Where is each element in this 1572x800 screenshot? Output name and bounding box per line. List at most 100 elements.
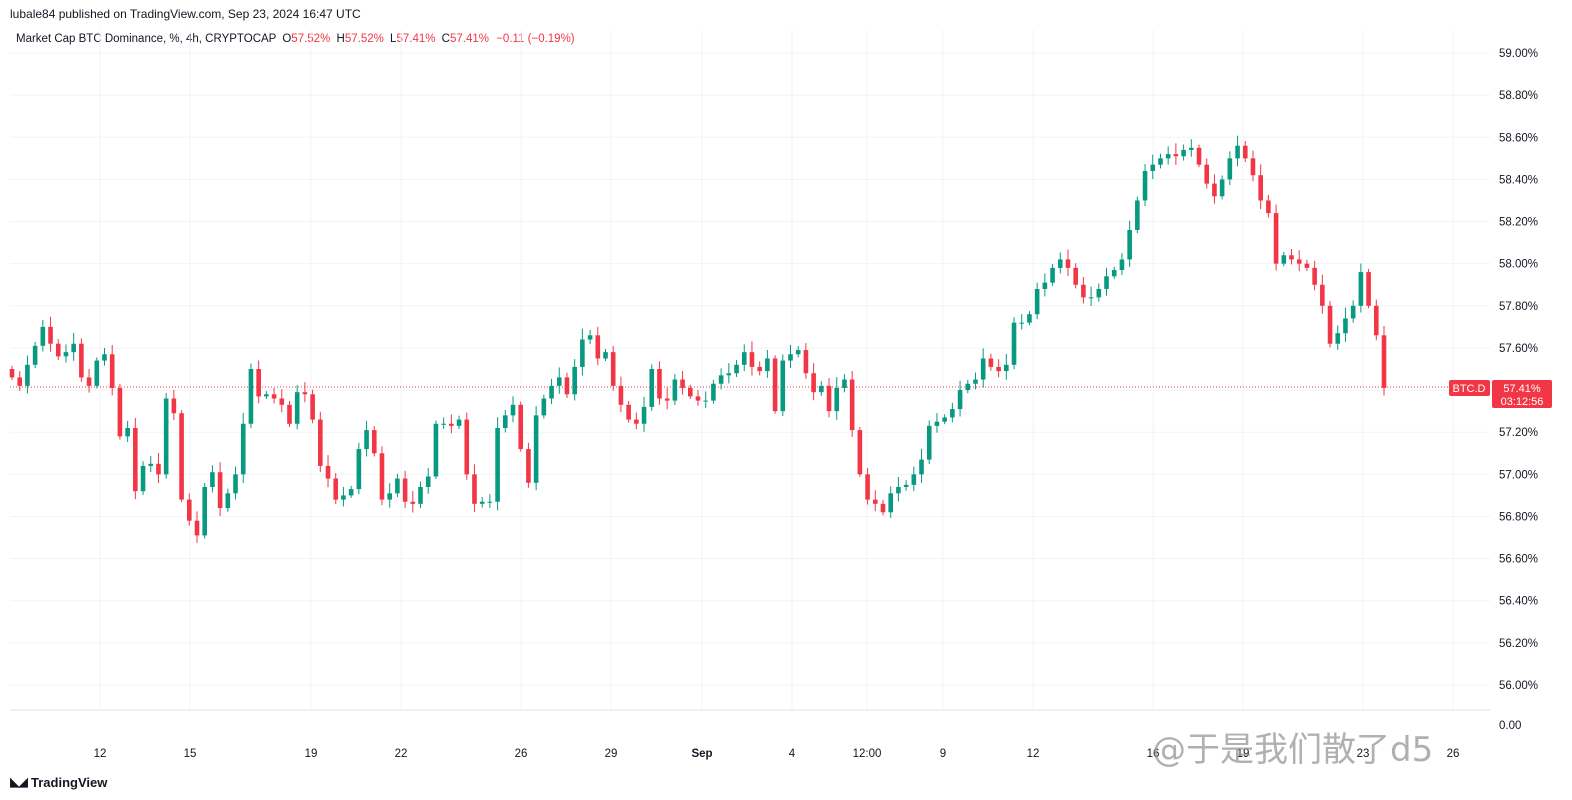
x-tick-label: Sep (691, 748, 712, 760)
candle-body (880, 503, 886, 513)
candle-body (1150, 164, 1156, 171)
candle-body (664, 398, 670, 401)
candle-body (1181, 149, 1186, 157)
candle-body (1204, 164, 1210, 184)
candle-body (1320, 284, 1325, 306)
candles (9, 135, 1387, 543)
candle-body (387, 493, 392, 500)
candle-body (657, 369, 662, 399)
candle-body (264, 394, 269, 397)
candle-body (765, 358, 770, 372)
candle-body (788, 354, 793, 361)
candle-body (487, 501, 493, 503)
candle-body (287, 404, 292, 424)
ohlc-close-label: C (441, 33, 450, 45)
candle-body (348, 489, 354, 496)
candle-body (1366, 272, 1371, 306)
candle-body (356, 449, 362, 490)
candle-body (919, 459, 924, 475)
candle-body (1196, 147, 1202, 165)
x-tick-label: 23 (1357, 748, 1370, 760)
candle-body (1343, 318, 1348, 334)
candle-body (148, 463, 154, 466)
candle-body (1258, 175, 1263, 201)
candle-body (1104, 276, 1109, 289)
y-tick-label: 56.00% (1499, 680, 1538, 692)
candle-body (32, 345, 38, 365)
candle-body (1142, 170, 1148, 201)
candle-body (641, 406, 647, 424)
candle-body (888, 493, 893, 513)
candle-body (25, 364, 30, 386)
candle-body (896, 486, 901, 494)
candle-body (950, 409, 955, 418)
candle-body (634, 419, 639, 424)
candle-body (503, 415, 508, 428)
y-tick-label: 0.00 (1499, 720, 1521, 732)
candle-body (240, 423, 246, 475)
candle-body (1273, 213, 1279, 264)
candle-body (225, 493, 231, 509)
candle-body (325, 465, 331, 479)
candle-body (1165, 154, 1171, 159)
candle-body (672, 379, 678, 401)
candle-body (1127, 229, 1132, 260)
candle-body (819, 385, 824, 393)
candle-body (842, 379, 847, 388)
candle-body (125, 427, 130, 437)
y-tick-label: 58.60% (1499, 132, 1538, 144)
y-tick-label: 58.80% (1499, 90, 1538, 102)
candle-body (556, 377, 562, 386)
candle-body (1088, 297, 1094, 299)
price-tag-value: 57.41% (1503, 383, 1541, 395)
candle-body (595, 335, 601, 359)
candle-body (610, 352, 616, 386)
candle-body (163, 398, 169, 475)
candle-body (79, 343, 84, 378)
ohlc-open-label: O (282, 33, 292, 45)
y-tick-label: 56.20% (1499, 638, 1538, 650)
y-tick-label: 58.00% (1499, 259, 1538, 271)
candle-body (379, 453, 385, 500)
candle-body (649, 369, 655, 407)
tradingview-logo[interactable]: ◣◢ TradingView (10, 774, 107, 790)
candle-body (1381, 335, 1387, 388)
last-price-tag: BTC.D 57.41% 03:12:56 (1449, 380, 1552, 408)
x-tick-label: 19 (305, 748, 318, 760)
candle-body (1034, 288, 1040, 315)
candle-body (795, 350, 801, 355)
candle-body (626, 404, 631, 420)
candle-body (86, 377, 92, 386)
x-tick-label: 29 (605, 748, 618, 760)
candle-body (410, 501, 416, 504)
ohlc-low-label: L (390, 33, 397, 45)
candle-body (1304, 263, 1310, 268)
candle-body (156, 463, 161, 475)
candle-body (63, 352, 69, 357)
candle-body (957, 390, 963, 410)
candle-body (1327, 305, 1333, 344)
candle-body (140, 465, 146, 492)
candle-body (1073, 267, 1078, 285)
candle-body (256, 369, 261, 397)
candle-body (564, 377, 570, 395)
candle-body (371, 430, 377, 454)
symbol-tag-text: BTC.D (1453, 383, 1486, 395)
candle-body (518, 404, 524, 450)
candle-body (94, 360, 100, 386)
candle-body (248, 369, 254, 424)
candle-body (402, 478, 408, 502)
candle-body (587, 335, 593, 340)
candle-body (734, 364, 739, 374)
candle-body (1011, 322, 1017, 365)
ohlc-low-value: 57.41% (396, 33, 436, 45)
candle-body (1335, 333, 1341, 344)
candle-body (71, 343, 76, 353)
candle-body (834, 387, 840, 412)
candle-body (572, 366, 577, 395)
candle-body (1350, 305, 1356, 319)
candle-body (541, 398, 547, 416)
candle-body (965, 383, 971, 391)
x-axis: 12 15 19 22 26 29 Sep 4 12:00 9 12 16 19 23 26 (94, 748, 1460, 760)
